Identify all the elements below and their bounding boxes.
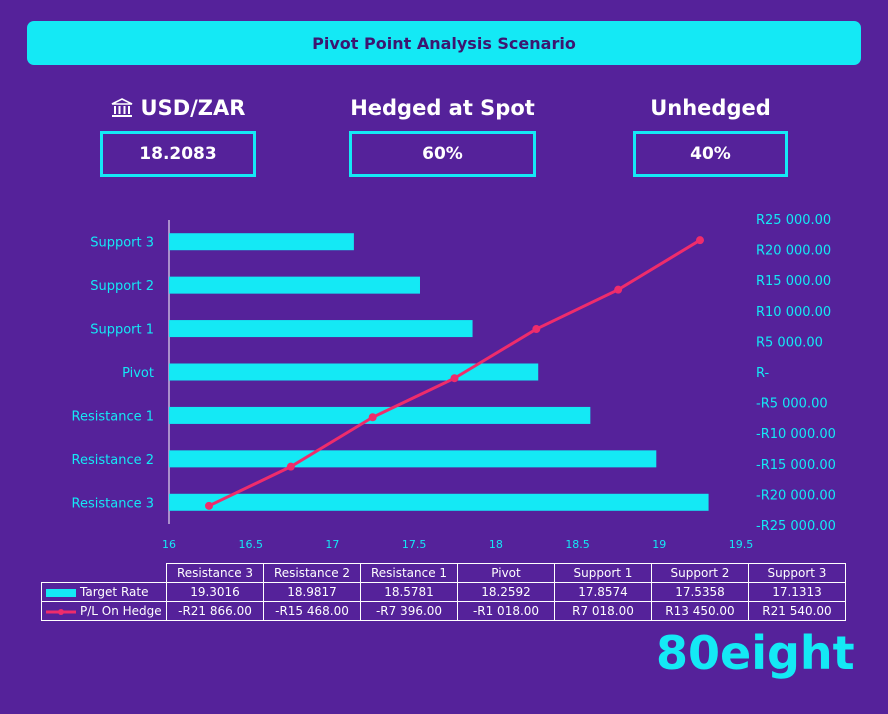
x-tick-label: 19 xyxy=(652,538,666,551)
table-row: P/L On Hedge -R21 866.00 -R15 468.00 -R7… xyxy=(41,601,846,621)
category-label: Support 3 xyxy=(90,236,154,251)
y2-tick-label: -R20 000.00 xyxy=(756,488,836,503)
unhedged-box: 40% xyxy=(633,131,788,177)
bar xyxy=(169,363,539,381)
x-tick-label: 17.5 xyxy=(402,538,427,551)
chart-title-banner: Pivot Point Analysis Scenario xyxy=(27,21,861,65)
y2-tick-label: R20 000.00 xyxy=(756,244,831,259)
table-row: Target Rate 19.3016 18.9817 18.5781 18.2… xyxy=(41,582,846,602)
table-cell: -R21 866.00 xyxy=(166,601,264,621)
table-cell: 17.8574 xyxy=(554,582,652,602)
bar xyxy=(169,493,709,511)
y2-tick-label: -R10 000.00 xyxy=(756,427,836,442)
data-table: Resistance 3 Resistance 2 Resistance 1 P… xyxy=(41,563,846,621)
table-row-label: Target Rate xyxy=(80,585,149,599)
table-cell: 19.3016 xyxy=(166,582,264,602)
table-cell: 18.5781 xyxy=(360,582,458,602)
table-cell: R21 540.00 xyxy=(748,601,846,621)
legend-target-rate: Target Rate xyxy=(41,582,167,602)
table-header: Support 1 xyxy=(554,563,652,583)
category-label: Resistance 2 xyxy=(72,453,154,468)
table-header: Resistance 3 xyxy=(166,563,264,583)
bar xyxy=(169,320,473,338)
table-row-label: P/L On Hedge xyxy=(80,604,162,618)
table-header: Support 2 xyxy=(651,563,749,583)
legend-pl-on-hedge: P/L On Hedge xyxy=(41,601,167,621)
unhedged-value: 40% xyxy=(690,144,731,164)
table-header-row: Resistance 3 Resistance 2 Resistance 1 P… xyxy=(41,563,846,583)
pl-point xyxy=(205,501,213,510)
brand-logo-text: 80eight xyxy=(656,626,855,680)
y2-tick-label: R- xyxy=(756,366,770,381)
hedged-value: 60% xyxy=(422,144,463,164)
bar xyxy=(169,233,354,251)
category-label: Resistance 3 xyxy=(72,496,154,511)
currency-pair-label: USD/ZAR xyxy=(140,96,246,120)
category-label: Resistance 1 xyxy=(72,409,154,424)
x-tick-label: 17 xyxy=(325,538,339,551)
x-tick-label: 18.5 xyxy=(565,538,590,551)
y2-tick-label: R25 000.00 xyxy=(756,213,831,228)
table-cell: -R15 468.00 xyxy=(263,601,361,621)
bar xyxy=(169,276,420,294)
pivot-chart: Support 3 Support 2 Support 1 Pivot Resistan… xyxy=(72,213,836,551)
category-label: Support 2 xyxy=(90,279,154,294)
table-cell: -R7 396.00 xyxy=(360,601,458,621)
brand-logo: 80eight xyxy=(656,626,855,680)
y2-tick-label: -R15 000.00 xyxy=(756,458,836,473)
unhedged-label: Unhedged xyxy=(650,96,771,120)
table-header: Resistance 1 xyxy=(360,563,458,583)
table-cell: 18.9817 xyxy=(263,582,361,602)
table-cell: 17.5358 xyxy=(651,582,749,602)
hedged-label: Hedged at Spot xyxy=(350,96,535,120)
table-header: Pivot xyxy=(457,563,555,583)
spot-rate-box: 18.2083 xyxy=(100,131,256,177)
bank-icon xyxy=(111,98,132,117)
y2-tick-label: -R5 000.00 xyxy=(756,397,828,412)
y2-tick-label: R5 000.00 xyxy=(756,335,823,350)
spot-rate-value: 18.2083 xyxy=(139,144,217,164)
x-tick-label: 19.5 xyxy=(729,538,754,551)
y2-tick-label: R10 000.00 xyxy=(756,305,831,320)
table-header: Support 3 xyxy=(748,563,846,583)
x-tick-label: 16.5 xyxy=(238,538,263,551)
x-tick-label: 18 xyxy=(489,538,503,551)
y2-tick-label: R15 000.00 xyxy=(756,274,831,289)
y2-tick-label: -R25 000.00 xyxy=(756,519,836,534)
pl-point xyxy=(286,462,295,471)
pl-point xyxy=(368,413,377,422)
chart-title: Pivot Point Analysis Scenario xyxy=(312,33,576,53)
currency-pair-stat: USD/ZAR 18.2083 xyxy=(100,92,256,177)
pl-point xyxy=(532,325,541,334)
pl-point xyxy=(450,374,459,383)
x-tick-label: 16 xyxy=(162,538,176,551)
hedged-stat: Hedged at Spot 60% xyxy=(349,92,536,177)
table-cell: R7 018.00 xyxy=(554,601,652,621)
category-label: Pivot xyxy=(122,366,154,381)
pl-point xyxy=(696,236,704,245)
line-swatch-icon xyxy=(46,608,76,615)
table-header: Resistance 2 xyxy=(263,563,361,583)
hedged-box: 60% xyxy=(349,131,536,177)
table-cell: -R1 018.00 xyxy=(457,601,555,621)
category-label: Support 1 xyxy=(90,323,154,338)
unhedged-stat: Unhedged 40% xyxy=(633,92,788,177)
bar xyxy=(169,450,657,468)
table-cell: 18.2592 xyxy=(457,582,555,602)
bar-swatch-icon xyxy=(46,588,76,597)
table-cell: 17.1313 xyxy=(748,582,846,602)
pl-point xyxy=(614,285,623,294)
table-cell: R13 450.00 xyxy=(651,601,749,621)
